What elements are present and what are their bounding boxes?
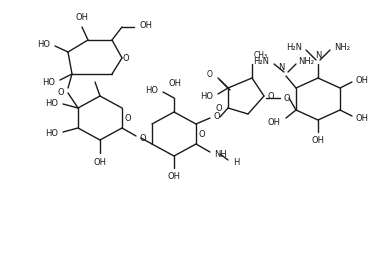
Text: N: N	[278, 63, 284, 72]
Text: OH: OH	[168, 172, 181, 181]
Text: CH₃: CH₃	[254, 51, 268, 60]
Text: OH: OH	[76, 13, 88, 22]
Text: O: O	[58, 88, 64, 97]
Text: OH: OH	[356, 113, 369, 123]
Text: H: H	[233, 157, 239, 167]
Text: O: O	[123, 54, 130, 62]
Text: OH: OH	[312, 136, 325, 145]
Text: OH: OH	[93, 158, 107, 167]
Text: NH₂: NH₂	[298, 56, 314, 66]
Text: OH: OH	[140, 20, 153, 30]
Text: O: O	[207, 69, 213, 78]
Text: H₂N: H₂N	[253, 56, 269, 66]
Text: NH: NH	[214, 149, 227, 159]
Text: NH₂: NH₂	[334, 42, 350, 52]
Text: HO: HO	[145, 85, 158, 95]
Text: HO: HO	[45, 128, 58, 138]
Text: OH: OH	[356, 76, 369, 84]
Text: OH: OH	[169, 79, 181, 88]
Text: O: O	[284, 93, 291, 103]
Text: O: O	[125, 113, 132, 123]
Text: OH: OH	[268, 118, 281, 126]
Text: HO: HO	[42, 77, 55, 87]
Text: HO: HO	[37, 40, 50, 48]
Text: HO: HO	[45, 98, 58, 107]
Text: O: O	[268, 91, 274, 100]
Text: O: O	[199, 130, 206, 139]
Text: N: N	[315, 51, 321, 60]
Text: O: O	[214, 112, 221, 120]
Text: HO: HO	[200, 91, 213, 100]
Text: O: O	[140, 133, 147, 142]
Text: H₂N: H₂N	[286, 42, 302, 52]
Text: O: O	[215, 104, 222, 112]
